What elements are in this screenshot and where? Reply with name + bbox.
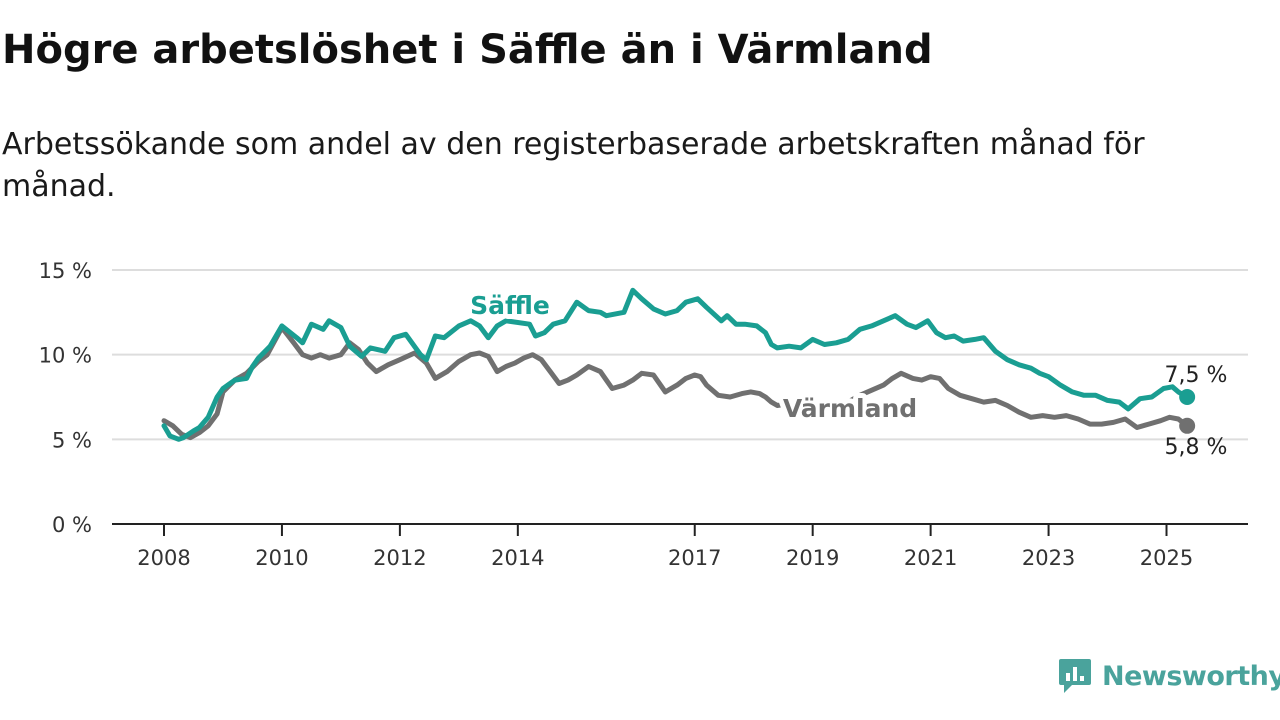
x-axis-ticks: 2008 2010 2012 2014 2017 2019 2021 2023 2025 xyxy=(137,524,1193,570)
y-axis-ticks: 0 % 5 % 10 % 15 % xyxy=(39,259,92,537)
end-point-varmland xyxy=(1179,417,1196,434)
x-tick-label: 2010 xyxy=(255,546,308,570)
series-lines xyxy=(161,287,1196,442)
brand-logo: Newsworthy xyxy=(1058,654,1280,698)
y-tick-label: 15 % xyxy=(39,259,92,283)
x-tick-label: 2023 xyxy=(1022,546,1075,570)
series-label-saffle-halo: Säffle xyxy=(470,291,550,320)
newsworthy-logo-icon xyxy=(1059,659,1091,693)
x-tick-label: 2008 xyxy=(137,546,190,570)
series-line-varmland xyxy=(161,325,1190,441)
y-tick-label: 10 % xyxy=(39,344,92,368)
x-tick-label: 2021 xyxy=(904,546,957,570)
chart-subtitle: Arbetssökande som andel av den registerb… xyxy=(2,127,1145,204)
end-value-label-saffle: 7,5 % xyxy=(1165,363,1228,388)
end-point-saffle xyxy=(1179,389,1196,405)
x-tick-label: 2014 xyxy=(491,546,544,570)
chart-title: Högre arbetslöshet i Säffle än i Värmlan… xyxy=(2,27,933,73)
y-tick-label: 5 % xyxy=(52,428,92,452)
series-label-varmland-halo: Värmland xyxy=(783,394,917,423)
x-tick-label: 2012 xyxy=(373,546,426,570)
y-tick-label: 0 % xyxy=(52,513,92,537)
end-value-label-varmland: 5,8 % xyxy=(1165,435,1228,460)
x-tick-label: 2017 xyxy=(668,546,721,570)
series-line-saffle xyxy=(161,287,1190,442)
x-tick-label: 2019 xyxy=(786,546,839,570)
series-label-saffle: Säffle xyxy=(470,291,550,320)
x-tick-label: 2025 xyxy=(1140,546,1193,570)
series-label-varmland: Värmland xyxy=(783,394,917,423)
brand-name: Newsworthy xyxy=(1102,660,1280,692)
